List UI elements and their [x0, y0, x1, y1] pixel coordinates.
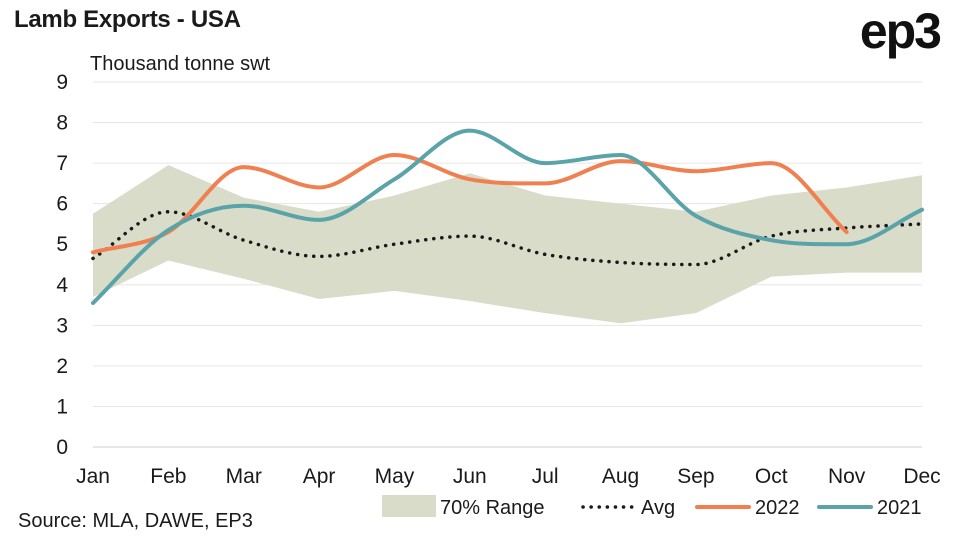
x-tick-aug: Aug	[602, 465, 639, 488]
y-tick-9: 9	[56, 71, 68, 94]
x-tick-apr: Apr	[303, 465, 336, 488]
legend-label-2021: 2021	[877, 497, 922, 519]
legend-swatch-range	[382, 495, 436, 517]
x-tick-feb: Feb	[150, 465, 186, 488]
y-tick-0: 0	[56, 436, 68, 459]
y-tick-3: 3	[56, 314, 68, 337]
y-tick-7: 7	[56, 152, 68, 175]
series-layer	[91, 128, 924, 306]
x-tick-jun: Jun	[453, 465, 487, 488]
ep3-logo: ep3	[859, 3, 942, 59]
x-tick-nov: Nov	[828, 465, 866, 488]
x-tick-jul: Jul	[532, 465, 559, 488]
x-tick-jan: Jan	[76, 465, 110, 488]
series-line-avg	[91, 210, 924, 267]
range-band-layer	[93, 165, 922, 324]
y-tick-labels: 0 1 2 3 4 5 6 7 8 9	[56, 71, 68, 459]
x-tick-oct: Oct	[755, 465, 788, 488]
legend: 70% Range Avg 2022 2021	[382, 495, 922, 519]
range-band	[93, 165, 922, 324]
x-tick-mar: Mar	[226, 465, 262, 488]
chart-title: Lamb Exports - USA	[14, 6, 241, 33]
legend-label-range: 70% Range	[440, 497, 545, 519]
y-axis-unit-label: Thousand tonne swt	[90, 53, 271, 75]
x-tick-may: May	[375, 465, 415, 488]
y-tick-4: 4	[56, 274, 68, 297]
y-tick-1: 1	[56, 395, 68, 418]
y-tick-8: 8	[56, 112, 68, 135]
y-tick-2: 2	[56, 355, 68, 378]
source-note: Source: MLA, DAWE, EP3	[18, 510, 253, 532]
y-tick-5: 5	[56, 233, 68, 256]
x-tick-sep: Sep	[677, 465, 714, 488]
y-tick-6: 6	[56, 193, 68, 216]
legend-label-avg: Avg	[641, 497, 675, 519]
legend-label-2022: 2022	[755, 497, 800, 519]
x-tick-dec: Dec	[903, 465, 940, 488]
x-tick-labels: Jan Feb Mar Apr May Jun Jul Aug Sep Oct Nov Dec	[76, 465, 941, 488]
series-line-2021	[91, 128, 924, 306]
series-line-2022	[91, 153, 849, 255]
